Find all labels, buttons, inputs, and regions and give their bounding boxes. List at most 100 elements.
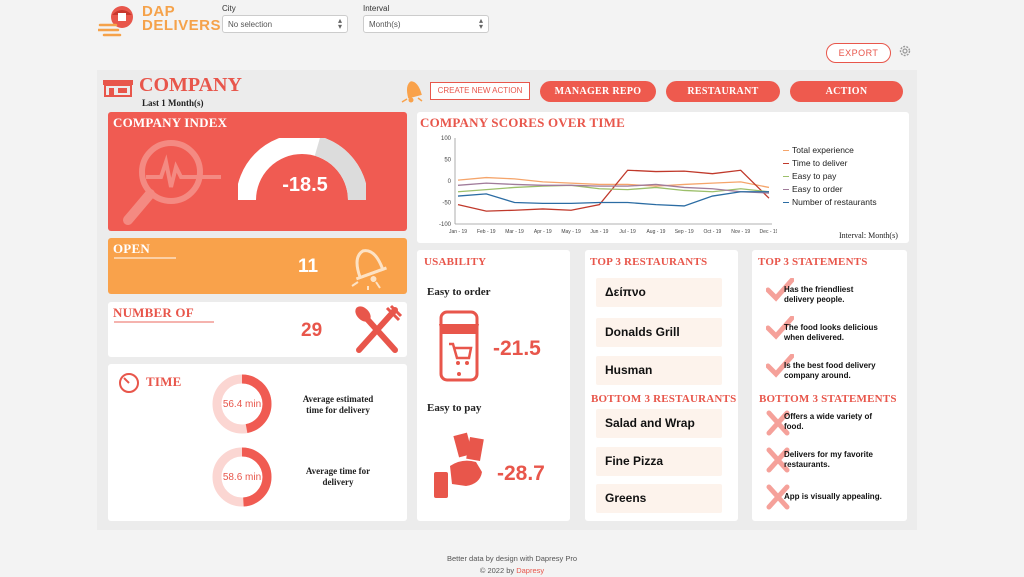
legend-swatch [783, 176, 789, 178]
select-arrows-icon: ▴ ▾ [478, 16, 483, 31]
create-new-action-button[interactable]: CREATE NEW ACTION [430, 82, 530, 100]
company-index-value: -18.5 [282, 174, 328, 196]
top-statement-item: Is the best food delivery company around… [784, 361, 900, 381]
city-select[interactable]: No selection ▴ ▾ [222, 15, 348, 33]
action-button[interactable]: ACTION [790, 81, 903, 102]
bottom-statements-title: BOTTOM 3 STATEMENTS [759, 393, 897, 405]
series-line [457, 176, 770, 189]
y-tick-label: -100 [439, 222, 452, 228]
check-icon [766, 354, 794, 378]
statement-line: when delivered. [784, 333, 845, 342]
legend-label: Number of restaurants [792, 197, 877, 207]
legend-label: Time to deliver [792, 158, 848, 168]
export-button[interactable]: EXPORT [826, 43, 891, 63]
top-statement-item: The food looks delicious when delivered. [784, 323, 900, 343]
easy-order-value: -21.5 [493, 337, 541, 360]
series-line [457, 169, 770, 212]
x-tick-label: Jan - 19 [449, 229, 467, 235]
statement-line: company around. [784, 371, 851, 380]
interval-filter-label: Interval [363, 4, 390, 13]
x-tick-label: Jun - 19 [590, 229, 608, 235]
avg-estimated-label: Average estimated time for delivery [273, 394, 403, 416]
easy-pay-label: Easy to pay [427, 402, 482, 414]
avg-time-ring [212, 447, 272, 507]
top-restaurants-title: TOP 3 RESTAURANTS [590, 256, 708, 268]
page-subtitle: Last 1 Month(s) [142, 98, 204, 108]
top-statements-title: TOP 3 STATEMENTS [758, 256, 868, 268]
label-line: time for delivery [306, 405, 370, 415]
statement-line: Offers a wide variety of [784, 412, 873, 421]
top-restaurant-item[interactable]: Husman [596, 356, 722, 385]
legend-item[interactable]: Easy to order [783, 183, 877, 196]
bottom-restaurant-item[interactable]: Fine Pizza [596, 447, 722, 476]
legend-item[interactable]: Number of restaurants [783, 196, 877, 209]
gear-icon[interactable] [898, 44, 912, 58]
company-index-card[interactable]: COMPANY INDEX [108, 112, 407, 231]
brand-line1: DAP [142, 3, 176, 20]
legend-label: Easy to order [792, 184, 843, 194]
store-icon [103, 80, 133, 97]
time-title: TIME [146, 374, 182, 389]
open-card[interactable]: OPEN 11 [108, 238, 407, 294]
statement-line: App is visually appealing. [784, 492, 882, 501]
statement-line: food. [784, 422, 804, 431]
usability-card[interactable]: USABILITY Easy to order -21.5 Easy to pa… [417, 250, 570, 521]
city-filter-label: City [222, 4, 236, 13]
x-tick-label: Sep - 19 [675, 229, 694, 235]
easy-pay-value: -28.7 [497, 462, 545, 485]
top-restaurant-item[interactable]: Δείπνο [596, 278, 722, 307]
legend-swatch [783, 163, 789, 165]
company-index-gauge [238, 138, 366, 201]
clipped-subtitle [114, 321, 214, 323]
brand-logo[interactable]: DAP DELIVERS [96, 3, 221, 37]
x-tick-label: Nov - 19 [731, 229, 750, 235]
legend-swatch [783, 150, 789, 152]
bottom-statement-item: Offers a wide variety of food. [784, 412, 900, 432]
time-card[interactable]: TIME 56.4 min Average estimated time for… [108, 364, 407, 521]
phone-cart-icon [439, 310, 479, 382]
number-of-card[interactable]: NUMBER OF 29 [108, 302, 407, 357]
cross-icon [766, 447, 790, 473]
bottom-statement-item: Delivers for my favorite restaurants. [784, 450, 900, 470]
bottom-restaurants-title: BOTTOM 3 RESTAURANTS [591, 393, 737, 405]
restaurant-button[interactable]: RESTAURANT [666, 81, 780, 102]
footer-copyright: © 2022 by Dapresy [0, 566, 1024, 575]
bell-icon[interactable] [400, 75, 426, 105]
chart-legend: Total experience Time to deliver Easy to p… [783, 144, 877, 209]
ring-fill [212, 374, 272, 434]
dapresy-link[interactable]: Dapresy [516, 566, 545, 575]
scores-card[interactable]: COMPANY SCORES OVER TIME 100 50 0 -50 -100 Ja… [417, 112, 909, 243]
y-tick-label: -50 [442, 201, 451, 207]
statements-card[interactable]: TOP 3 STATEMENTS Has the friendliest del… [752, 250, 907, 521]
legend-item[interactable]: Time to deliver [783, 157, 877, 170]
check-icon [766, 278, 794, 302]
interval-filter: Interval Month(s) ▴ ▾ [363, 4, 489, 33]
brand-line2: DELIVERS [142, 17, 222, 34]
series-line [457, 184, 770, 193]
legend-swatch [783, 189, 789, 191]
statement-line: Delivers for my favorite [784, 450, 873, 459]
x-tick-label: Dec - 19 [760, 229, 777, 235]
delivery-logo-icon [96, 6, 133, 37]
scores-title: COMPANY SCORES OVER TIME [420, 115, 625, 130]
label-line: Average time for [305, 466, 371, 476]
legend-item[interactable]: Total experience [783, 144, 877, 157]
bottom-restaurant-item[interactable]: Greens [596, 484, 722, 513]
x-tick-label: Apr - 19 [534, 229, 552, 235]
top-restaurant-item[interactable]: Donalds Grill [596, 318, 722, 347]
statement-line: Has the friendliest [784, 285, 854, 294]
legend-item[interactable]: Easy to pay [783, 170, 877, 183]
avg-estimated-ring [212, 374, 272, 434]
easy-order-label: Easy to order [427, 286, 491, 298]
number-of-value: 29 [301, 320, 323, 341]
x-tick-label: Mar - 19 [505, 229, 524, 235]
timer-icon [119, 373, 139, 393]
interval-select[interactable]: Month(s) ▴ ▾ [363, 15, 489, 33]
select-arrows-icon: ▴ ▾ [337, 16, 342, 31]
restaurants-card[interactable]: TOP 3 RESTAURANTS Δείπνο Donalds Grill H… [585, 250, 738, 521]
top-bar: DAP DELIVERS City No selection ▴ ▾ Interv… [0, 0, 1024, 40]
bottom-restaurant-item[interactable]: Salad and Wrap [596, 409, 722, 438]
city-filter: City No selection ▴ ▾ [222, 4, 348, 33]
avg-time-label: Average time for delivery [273, 466, 403, 488]
manager-repo-button[interactable]: MANAGER REPO [540, 81, 656, 102]
